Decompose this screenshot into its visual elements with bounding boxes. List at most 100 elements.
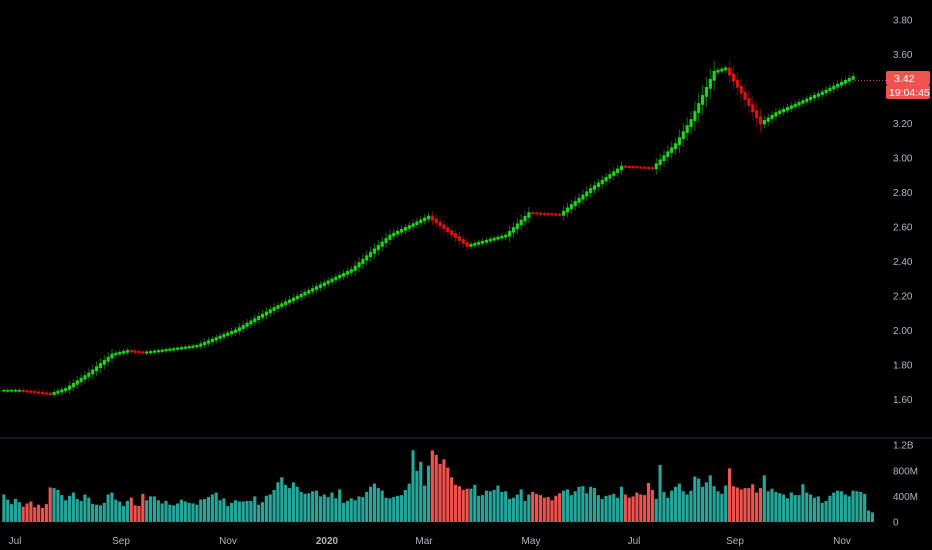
candle-body[interactable] <box>48 392 52 395</box>
candle-body[interactable] <box>334 276 338 281</box>
candle-body[interactable] <box>172 348 176 351</box>
volume-bar[interactable] <box>542 497 546 522</box>
volume-bar[interactable] <box>697 478 701 522</box>
volume-bar[interactable] <box>673 486 678 522</box>
candle-body[interactable] <box>716 69 720 73</box>
volume-bar[interactable] <box>863 493 867 522</box>
volume-bar[interactable] <box>442 459 446 522</box>
volume-bar[interactable] <box>720 493 724 522</box>
volume-bar[interactable] <box>365 491 369 522</box>
volume-bar[interactable] <box>465 488 469 522</box>
candle-body[interactable] <box>677 137 682 146</box>
candle-body[interactable] <box>71 382 76 388</box>
candle-body[interactable] <box>562 210 566 216</box>
volume-bar[interactable] <box>592 488 597 522</box>
volume-bar[interactable] <box>264 495 268 522</box>
volume-bar[interactable] <box>33 507 37 522</box>
candle-body[interactable] <box>527 212 531 218</box>
candle-body[interactable] <box>812 95 817 99</box>
volume-bar[interactable] <box>789 492 793 522</box>
candle-body[interactable] <box>160 349 164 352</box>
volume-bar[interactable] <box>805 492 809 522</box>
candle-body[interactable] <box>6 389 10 392</box>
volume-bar[interactable] <box>106 494 110 522</box>
volume-bar[interactable] <box>453 484 458 522</box>
volume-bar[interactable] <box>318 496 322 522</box>
candle-body[interactable] <box>203 341 207 346</box>
volume-bar[interactable] <box>210 494 214 522</box>
candle-body[interactable] <box>392 232 396 237</box>
volume-bar[interactable] <box>384 497 388 522</box>
candle-body[interactable] <box>550 213 554 216</box>
candle-body[interactable] <box>260 313 265 318</box>
volume-bar[interactable] <box>755 492 759 522</box>
volume-bar[interactable] <box>801 484 805 522</box>
volume-bar[interactable] <box>562 490 566 522</box>
candle-body[interactable] <box>820 91 824 96</box>
candle-body[interactable] <box>801 100 805 104</box>
volume-bar[interactable] <box>778 493 782 522</box>
volume-bar[interactable] <box>477 495 481 522</box>
candle-body[interactable] <box>724 67 728 71</box>
candle-body[interactable] <box>64 388 68 392</box>
candle-body[interactable] <box>141 351 145 354</box>
volume-bar[interactable] <box>287 488 292 522</box>
volume-bar[interactable] <box>314 490 319 522</box>
volume-bar[interactable] <box>739 489 743 522</box>
candle-body[interactable] <box>137 351 141 354</box>
volume-bar[interactable] <box>29 501 33 522</box>
volume-bar[interactable] <box>438 463 442 522</box>
volume-bar[interactable] <box>303 493 307 522</box>
candle-body[interactable] <box>37 391 41 394</box>
candle-body[interactable] <box>442 224 446 230</box>
volume-bar[interactable] <box>75 498 79 522</box>
volume-bar[interactable] <box>700 486 705 522</box>
candle-body[interactable] <box>558 213 562 216</box>
candle-body[interactable] <box>542 212 546 215</box>
candle-body[interactable] <box>52 391 56 396</box>
candle-body[interactable] <box>785 107 790 111</box>
candle-body[interactable] <box>538 212 543 215</box>
candle-body[interactable] <box>789 105 793 109</box>
candle-body[interactable] <box>643 166 647 169</box>
volume-bar[interactable] <box>859 491 863 522</box>
candle-body[interactable] <box>388 234 392 240</box>
volume-bar[interactable] <box>546 497 550 522</box>
volume-bar[interactable] <box>87 497 91 522</box>
candle-body[interactable] <box>654 163 658 170</box>
candle-body[interactable] <box>241 325 245 329</box>
candle-body[interactable] <box>91 369 95 375</box>
volume-bar[interactable] <box>145 500 149 522</box>
candle-body[interactable] <box>805 98 809 102</box>
volume-bar[interactable] <box>469 488 473 522</box>
candle-body[interactable] <box>477 241 481 245</box>
candle-body[interactable] <box>245 322 249 327</box>
candle-body[interactable] <box>712 70 716 81</box>
volume-bar[interactable] <box>681 491 685 522</box>
candle-body[interactable] <box>67 385 72 390</box>
candle-body[interactable] <box>496 236 500 240</box>
candle-body[interactable] <box>222 334 226 338</box>
volume-bar[interactable] <box>56 490 60 522</box>
candle-body[interactable] <box>423 217 427 222</box>
candle-body[interactable] <box>434 218 438 224</box>
candle-body[interactable] <box>168 348 172 351</box>
volume-bar[interactable] <box>37 504 41 522</box>
volume-bar[interactable] <box>484 490 488 522</box>
candle-body[interactable] <box>226 332 230 336</box>
candle-body[interactable] <box>592 185 597 190</box>
candle-body[interactable] <box>10 389 14 392</box>
candle-body[interactable] <box>183 346 187 349</box>
volume-bar[interactable] <box>226 506 230 522</box>
volume-bar[interactable] <box>797 495 801 522</box>
volume-bar[interactable] <box>40 507 45 522</box>
candle-body[interactable] <box>399 229 404 233</box>
candle-body[interactable] <box>484 239 489 243</box>
volume-bar[interactable] <box>596 495 600 522</box>
volume-bar[interactable] <box>2 494 6 522</box>
volume-bar[interactable] <box>396 495 400 522</box>
candle-body[interactable] <box>284 301 288 306</box>
candle-body[interactable] <box>60 389 64 393</box>
candle-body[interactable] <box>839 81 844 86</box>
candle-body[interactable] <box>218 335 222 339</box>
